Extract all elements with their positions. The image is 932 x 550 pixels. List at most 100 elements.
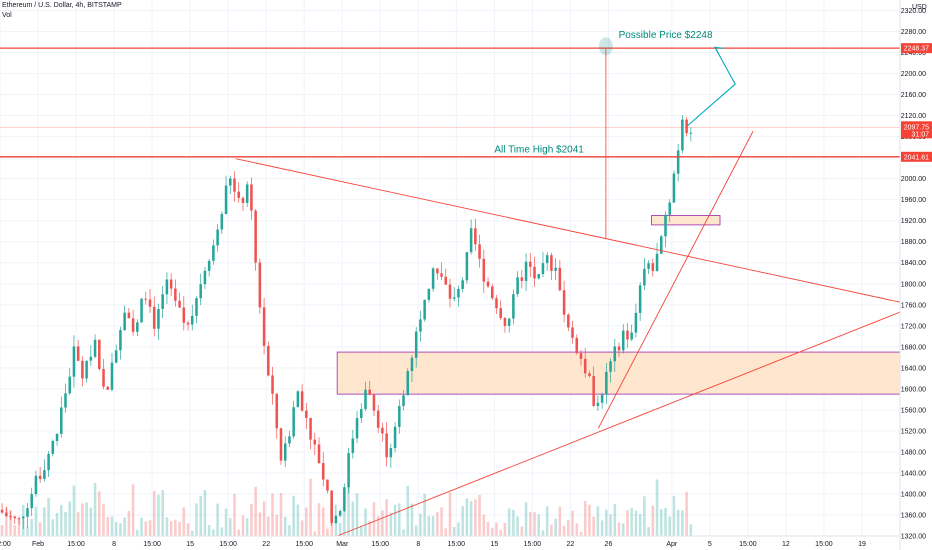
volume-bar [651, 505, 655, 536]
candle-body [668, 202, 671, 215]
candle-body [5, 512, 8, 517]
candle-body [414, 331, 418, 358]
candle-body [131, 318, 135, 332]
volume-bar [389, 512, 393, 536]
candle-body [660, 236, 663, 254]
candle-body [64, 393, 67, 408]
volume-bar [554, 518, 557, 536]
volume-bar [440, 507, 443, 536]
time-tick-label: 26 [605, 541, 613, 548]
candle-body [469, 228, 473, 253]
candle-body [178, 300, 181, 308]
volume-bar [634, 510, 638, 536]
candle-body [0, 509, 4, 513]
price-tick-label: 1760.00 [901, 302, 926, 309]
candle-body [102, 368, 105, 387]
volume-bar [85, 502, 88, 536]
drawings [0, 37, 901, 537]
candle-body [402, 395, 405, 407]
price-tick-label: 1880.00 [901, 239, 926, 246]
volume-bar [486, 521, 490, 536]
volume-bar [81, 503, 84, 536]
volume-bar [241, 515, 245, 536]
volume-bar [43, 507, 46, 536]
volume-bar [588, 504, 591, 536]
price-tick-label: 1640.00 [901, 365, 926, 372]
volume-bar [655, 479, 659, 536]
candle-body [381, 427, 384, 434]
candle-body [372, 394, 376, 411]
candle-body [436, 268, 439, 274]
candle-body [152, 306, 156, 329]
volume-bar [233, 493, 236, 536]
level-price-tag-label: 2248.37 [904, 46, 929, 53]
symbol-title: Ethereum / U.S. Dollar, 4h, BITSTAMP [2, 2, 122, 9]
volume-bar [393, 504, 397, 536]
time-tick-label: 5 [708, 541, 712, 548]
countdown-label: 31:07 [911, 131, 929, 138]
trendline [235, 158, 901, 303]
volume-bar [203, 489, 207, 536]
support-zone [336, 351, 901, 395]
candle-body [21, 516, 25, 519]
candle-body [689, 132, 693, 134]
volume-bar [452, 527, 456, 536]
volume-bar [136, 529, 139, 536]
volume-bar [245, 518, 249, 536]
volume-bar [664, 507, 667, 536]
volume-bar [529, 511, 532, 536]
candle-body [283, 443, 287, 461]
candle-body [254, 210, 257, 263]
candle-body [81, 360, 84, 379]
candle-body [17, 518, 21, 520]
candle-body [38, 475, 42, 479]
candle-body [516, 277, 519, 295]
volume-bar [334, 522, 338, 536]
volume-bar [609, 514, 612, 536]
candle-body [672, 173, 676, 203]
volume-bar [457, 522, 460, 536]
candle-body [588, 373, 591, 376]
candle-body [360, 409, 363, 419]
volume-bar [545, 506, 549, 536]
volume-bar [512, 509, 515, 536]
volume-bar [305, 507, 308, 536]
candle-body [199, 284, 202, 299]
volume-bar [123, 517, 126, 536]
volume-bar [507, 508, 511, 536]
volume-bar [567, 519, 570, 536]
candle-body [567, 314, 570, 328]
annotation-text: Possible Price $2248 [619, 30, 713, 41]
volume-bar [321, 507, 325, 536]
time-tick-label: Feb [32, 541, 44, 548]
time-tick-label: 15:00 [448, 541, 466, 548]
candle-body [575, 337, 579, 354]
candle-body [465, 252, 469, 281]
volume-bar [93, 482, 97, 536]
candle-body [355, 418, 359, 439]
volume-bar [279, 492, 283, 536]
volume-bar [419, 513, 422, 536]
volume-bar [9, 510, 12, 536]
candle-body [233, 178, 236, 192]
time-tick-label: 22 [567, 541, 575, 548]
candle-body [13, 516, 17, 519]
volume-bar [157, 494, 160, 536]
candle-body [457, 288, 460, 298]
candle-body [520, 277, 524, 281]
candle-body [550, 255, 553, 271]
candle-body [638, 285, 642, 313]
volume-bars [0, 478, 693, 536]
candle-body [507, 318, 511, 326]
candle-body [486, 281, 490, 287]
volume-bar [106, 516, 110, 536]
volume-bar [30, 519, 33, 536]
volume-bar [583, 500, 587, 536]
price-tick-label: 2320.00 [901, 8, 926, 15]
candle-body [533, 266, 536, 279]
candle-body [655, 253, 659, 272]
candle-body [681, 119, 684, 151]
level-price-tag-label: 2041.61 [904, 154, 929, 161]
price-tick-label: 1960.00 [901, 197, 926, 204]
